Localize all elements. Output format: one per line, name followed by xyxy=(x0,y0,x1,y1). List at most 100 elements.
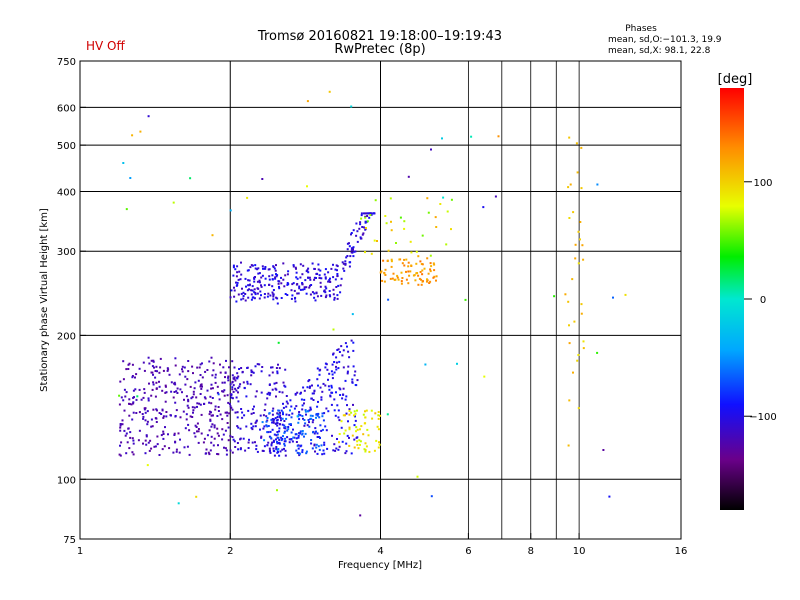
data-point xyxy=(161,448,164,451)
data-point xyxy=(348,408,351,411)
data-point xyxy=(259,414,262,417)
data-point xyxy=(190,397,193,400)
x-tick-label: 16 xyxy=(675,546,688,557)
data-point xyxy=(142,361,145,364)
data-point xyxy=(258,363,261,366)
data-point xyxy=(303,398,306,401)
data-point xyxy=(366,212,369,215)
data-point xyxy=(298,411,301,413)
data-point xyxy=(270,444,273,447)
data-point xyxy=(165,415,168,418)
data-point xyxy=(134,388,137,391)
data-point xyxy=(158,385,161,388)
data-point xyxy=(278,427,281,430)
data-point xyxy=(295,449,298,452)
data-point xyxy=(428,282,431,284)
data-point xyxy=(577,407,580,410)
data-point xyxy=(198,366,201,369)
data-point xyxy=(330,386,333,389)
data-point xyxy=(252,371,255,374)
data-point xyxy=(321,453,324,456)
data-point xyxy=(158,371,161,374)
data-point xyxy=(369,214,372,216)
data-point xyxy=(338,351,341,353)
data-point xyxy=(158,412,161,414)
data-point xyxy=(306,424,309,427)
data-point xyxy=(205,448,208,451)
data-point xyxy=(266,419,269,422)
data-point xyxy=(291,412,294,415)
data-point xyxy=(299,430,302,433)
data-point xyxy=(118,394,121,397)
data-point xyxy=(210,387,213,390)
data-point xyxy=(363,448,366,451)
data-point xyxy=(305,452,308,455)
data-point xyxy=(354,250,357,253)
data-point xyxy=(348,356,351,359)
data-point xyxy=(219,371,222,374)
data-point xyxy=(624,293,627,296)
data-point xyxy=(342,267,345,270)
data-point xyxy=(427,272,430,275)
data-point xyxy=(273,382,276,385)
data-point xyxy=(275,264,277,267)
chart-title: Tromsø 20160821 19:18:00–19:19:43 xyxy=(257,29,502,44)
data-point xyxy=(280,439,283,442)
data-point xyxy=(602,449,605,451)
data-point xyxy=(331,363,334,366)
data-point xyxy=(192,372,194,375)
data-point xyxy=(309,408,312,411)
data-point xyxy=(128,402,130,405)
data-point xyxy=(426,257,429,260)
data-point xyxy=(247,441,250,444)
data-point xyxy=(128,447,131,450)
data-point xyxy=(253,288,256,291)
data-point xyxy=(227,439,230,442)
data-point xyxy=(340,420,343,423)
data-point xyxy=(352,365,355,368)
data-point xyxy=(131,437,134,440)
data-point xyxy=(366,220,369,223)
data-point xyxy=(199,393,202,395)
data-point xyxy=(174,415,177,418)
data-point xyxy=(377,411,380,413)
data-point xyxy=(251,408,254,411)
data-point xyxy=(315,430,317,433)
data-point xyxy=(146,410,149,413)
data-point xyxy=(421,269,424,272)
data-point xyxy=(397,278,400,281)
data-point xyxy=(276,489,278,492)
data-point xyxy=(332,449,335,452)
data-point xyxy=(253,405,255,408)
data-point xyxy=(311,291,314,294)
data-point xyxy=(151,425,154,428)
data-point xyxy=(214,376,217,379)
data-point xyxy=(175,409,178,412)
data-point xyxy=(119,429,122,432)
data-point xyxy=(238,270,241,273)
data-point xyxy=(159,357,162,360)
data-point xyxy=(324,277,327,280)
data-point xyxy=(319,437,321,439)
data-point xyxy=(386,259,389,262)
data-point xyxy=(235,396,238,399)
data-point xyxy=(398,258,401,261)
data-point xyxy=(351,313,354,316)
data-point xyxy=(308,425,311,428)
data-point xyxy=(234,411,237,414)
data-point xyxy=(349,261,352,264)
data-point xyxy=(283,430,286,433)
data-point xyxy=(231,397,234,400)
data-point xyxy=(128,398,131,401)
data-point xyxy=(311,392,314,395)
data-point xyxy=(386,413,389,416)
data-point xyxy=(174,401,177,404)
data-point xyxy=(284,426,287,428)
data-point xyxy=(315,443,318,446)
data-point xyxy=(307,267,310,270)
data-point xyxy=(216,385,219,388)
data-point xyxy=(158,380,160,383)
data-point xyxy=(183,398,185,401)
data-point xyxy=(306,269,309,272)
data-point xyxy=(221,381,224,384)
